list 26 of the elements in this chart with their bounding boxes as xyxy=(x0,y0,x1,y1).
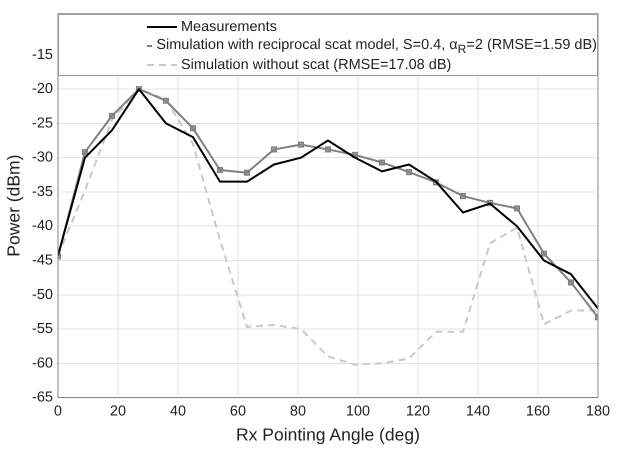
y-tick-label: -30 xyxy=(32,150,53,166)
x-tick-label: 20 xyxy=(110,403,126,420)
x-tick-label: 180 xyxy=(586,403,610,420)
x-tick-label: 140 xyxy=(466,403,490,420)
x-tick-label: 160 xyxy=(526,403,550,420)
y-tick-label: -60 xyxy=(32,355,53,372)
y-tick-label: -65 xyxy=(32,390,53,406)
x-tick-label: 60 xyxy=(230,403,246,420)
legend-label: Measurements xyxy=(180,19,277,36)
x-tick-label: 120 xyxy=(406,403,430,420)
y-tick-label: -20 xyxy=(32,81,53,98)
y-tick-label: -45 xyxy=(32,252,53,268)
legend-label: Simulation without scat (RMSE=17.08 dB) xyxy=(180,57,452,74)
y-axis-title: Power (dBm) xyxy=(3,154,24,257)
x-tick-label: 100 xyxy=(346,403,370,420)
y-tick-label: -50 xyxy=(32,286,53,303)
text: Simulation with reciprocal scat model, S=0.4, α$_{R}$=2 (RMSE=1.59 dB) xyxy=(156,36,597,56)
x-axis-title: Rx Pointing Angle (deg) xyxy=(236,424,420,444)
x-tick-label: 0 xyxy=(54,403,62,420)
y-tick-label: -25 xyxy=(32,115,53,132)
y-tick-label: -55 xyxy=(32,321,53,338)
x-tick-label: 40 xyxy=(170,403,186,420)
y-tick-label: -15 xyxy=(32,46,53,63)
x-tick-label: 80 xyxy=(290,403,306,420)
y-tick-label: -40 xyxy=(32,218,53,234)
y-tick-label: -35 xyxy=(32,184,53,200)
